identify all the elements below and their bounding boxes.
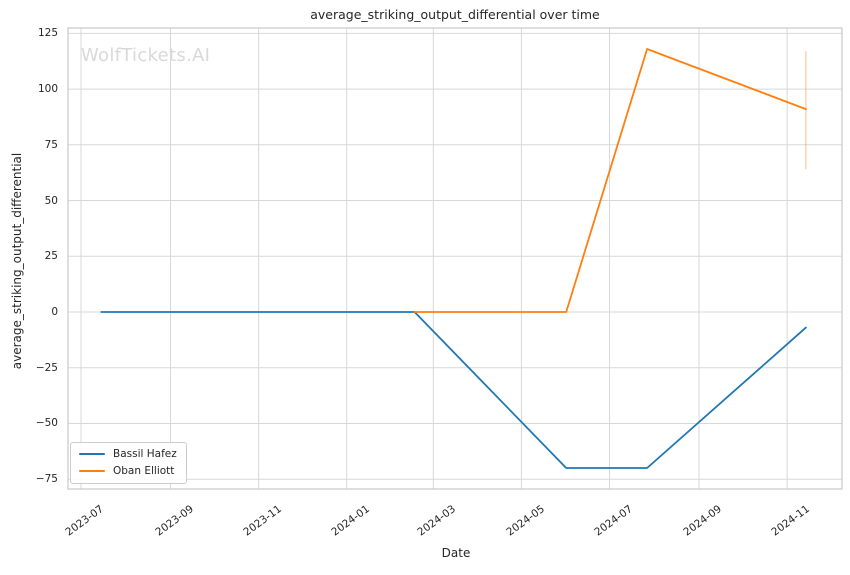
- legend-item-oban-elliott: Oban Elliott: [79, 465, 177, 477]
- legend-line-sample: [79, 470, 105, 472]
- y-tick-label: 75: [44, 138, 58, 151]
- line-bassil-hafez: [100, 311, 807, 469]
- y-tick-label: −50: [35, 417, 58, 430]
- line-oban-elliott: [413, 48, 807, 313]
- y-tick-label: 25: [44, 250, 58, 263]
- y-tick-label: 125: [37, 27, 58, 40]
- y-tick-label: −25: [35, 361, 58, 374]
- legend-label: Bassil Hafez: [113, 448, 177, 460]
- x-axis-label: Date: [441, 546, 471, 560]
- y-tick-label: 50: [44, 194, 58, 207]
- legend-item-bassil-hafez: Bassil Hafez: [79, 448, 177, 460]
- legend: Bassil Hafez Oban Elliott: [70, 442, 187, 484]
- legend-label: Oban Elliott: [113, 465, 175, 477]
- axes-spines: [67, 27, 843, 490]
- y-axis-label: average_striking_output_differential: [10, 152, 24, 370]
- chart-title: average_striking_output_differential ove…: [310, 7, 600, 22]
- legend-line-sample: [79, 453, 105, 455]
- y-tick-label: 0: [51, 306, 58, 318]
- y-tick-label: −75: [35, 473, 58, 486]
- watermark: WolfTickets.AI: [81, 45, 211, 66]
- y-tick-label: 100: [37, 83, 58, 96]
